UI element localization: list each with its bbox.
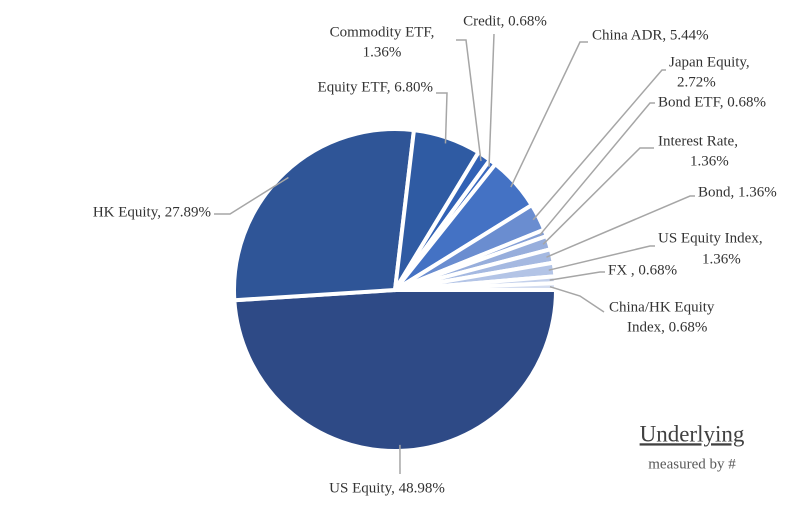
slice-label: Index, 0.68%	[627, 319, 707, 335]
leader-line	[214, 176, 289, 215]
slice-label: China ADR, 5.44%	[592, 27, 709, 43]
slice-label: US Equity, 48.98%	[329, 480, 445, 496]
slice-label: 1.36%	[363, 44, 402, 60]
slice-label: Bond, 1.36%	[698, 184, 777, 200]
slice-label: 1.36%	[690, 153, 729, 169]
slice-label: 1.36%	[702, 251, 741, 267]
leader-line	[546, 195, 695, 258]
slice-label: US Equity Index,	[658, 230, 763, 246]
leader-line	[436, 92, 448, 144]
slice-label: Bond ETF, 0.68%	[658, 94, 766, 110]
slice-label: Commodity ETF,	[330, 24, 435, 40]
slice-label: Japan Equity,	[669, 54, 750, 70]
chart-title: Underlying	[640, 421, 745, 446]
slice-label: Interest Rate,	[658, 133, 738, 149]
slice-label: 2.72%	[677, 74, 716, 90]
leader-line	[488, 33, 495, 167]
leader-line	[542, 147, 654, 245]
chart-subtitle: measured by #	[648, 456, 736, 472]
slice-label: Equity ETF, 6.80%	[318, 79, 433, 95]
pie-slice	[232, 127, 416, 303]
leader-line	[510, 41, 588, 188]
leader-line	[456, 39, 482, 162]
leader-line	[539, 102, 655, 236]
leader-line	[532, 69, 666, 221]
leader-line	[548, 245, 655, 271]
slice-label: Credit, 0.68%	[463, 13, 547, 29]
slice-label: HK Equity, 27.89%	[93, 204, 211, 220]
leader-line	[549, 271, 605, 281]
slice-label: China/HK Equity	[609, 299, 715, 315]
leader-line	[549, 285, 605, 313]
pie-slice	[232, 288, 558, 454]
pie-slice	[393, 281, 558, 292]
slice-label: FX , 0.68%	[608, 262, 677, 278]
